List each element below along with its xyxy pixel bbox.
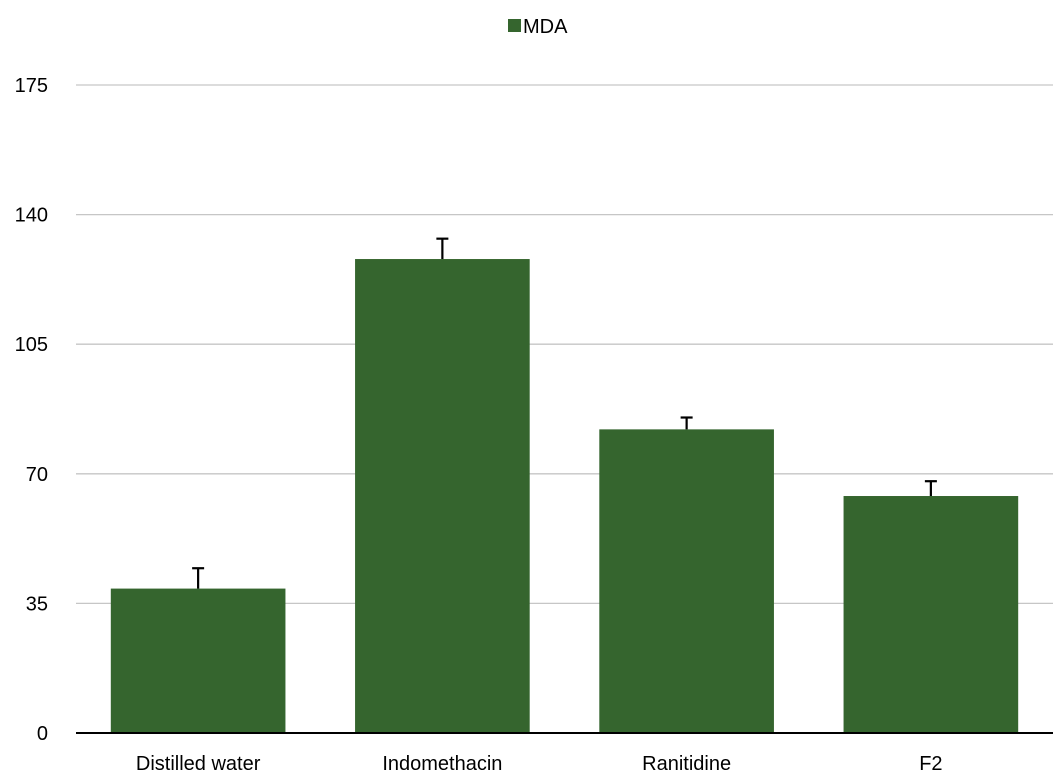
x-tick-label: F2 — [919, 753, 942, 775]
x-tick-label: Indomethacin — [382, 753, 502, 775]
error-bar-indomethacin — [436, 237, 449, 260]
y-tick-label: 140 — [15, 205, 48, 227]
y-tick-label: 0 — [37, 723, 48, 745]
y-tick-label: 175 — [15, 75, 48, 97]
legend-swatch-mda — [508, 19, 521, 32]
bar-indomethacin — [355, 259, 530, 733]
bars — [110, 259, 1019, 733]
error-bars — [192, 237, 937, 589]
y-tick-label: 35 — [26, 593, 48, 615]
error-bar-f2 — [924, 480, 937, 497]
y-tick-label: 105 — [15, 334, 48, 356]
error-bar-ranitidine — [680, 416, 693, 430]
bar-f2 — [843, 496, 1019, 733]
error-bar-distilled-water — [192, 567, 205, 589]
y-tick-label: 70 — [26, 464, 48, 486]
axes: 0 35 70 105 140 175 Distilled water Indomethaci… — [15, 75, 1053, 775]
x-tick-label: Distilled water — [136, 753, 261, 775]
x-tick-label: Ranitidine — [642, 753, 731, 775]
legend: MDA — [508, 16, 568, 38]
bar-distilled-water — [110, 588, 286, 733]
bar-ranitidine — [599, 429, 774, 733]
legend-label-mda: MDA — [523, 16, 568, 38]
